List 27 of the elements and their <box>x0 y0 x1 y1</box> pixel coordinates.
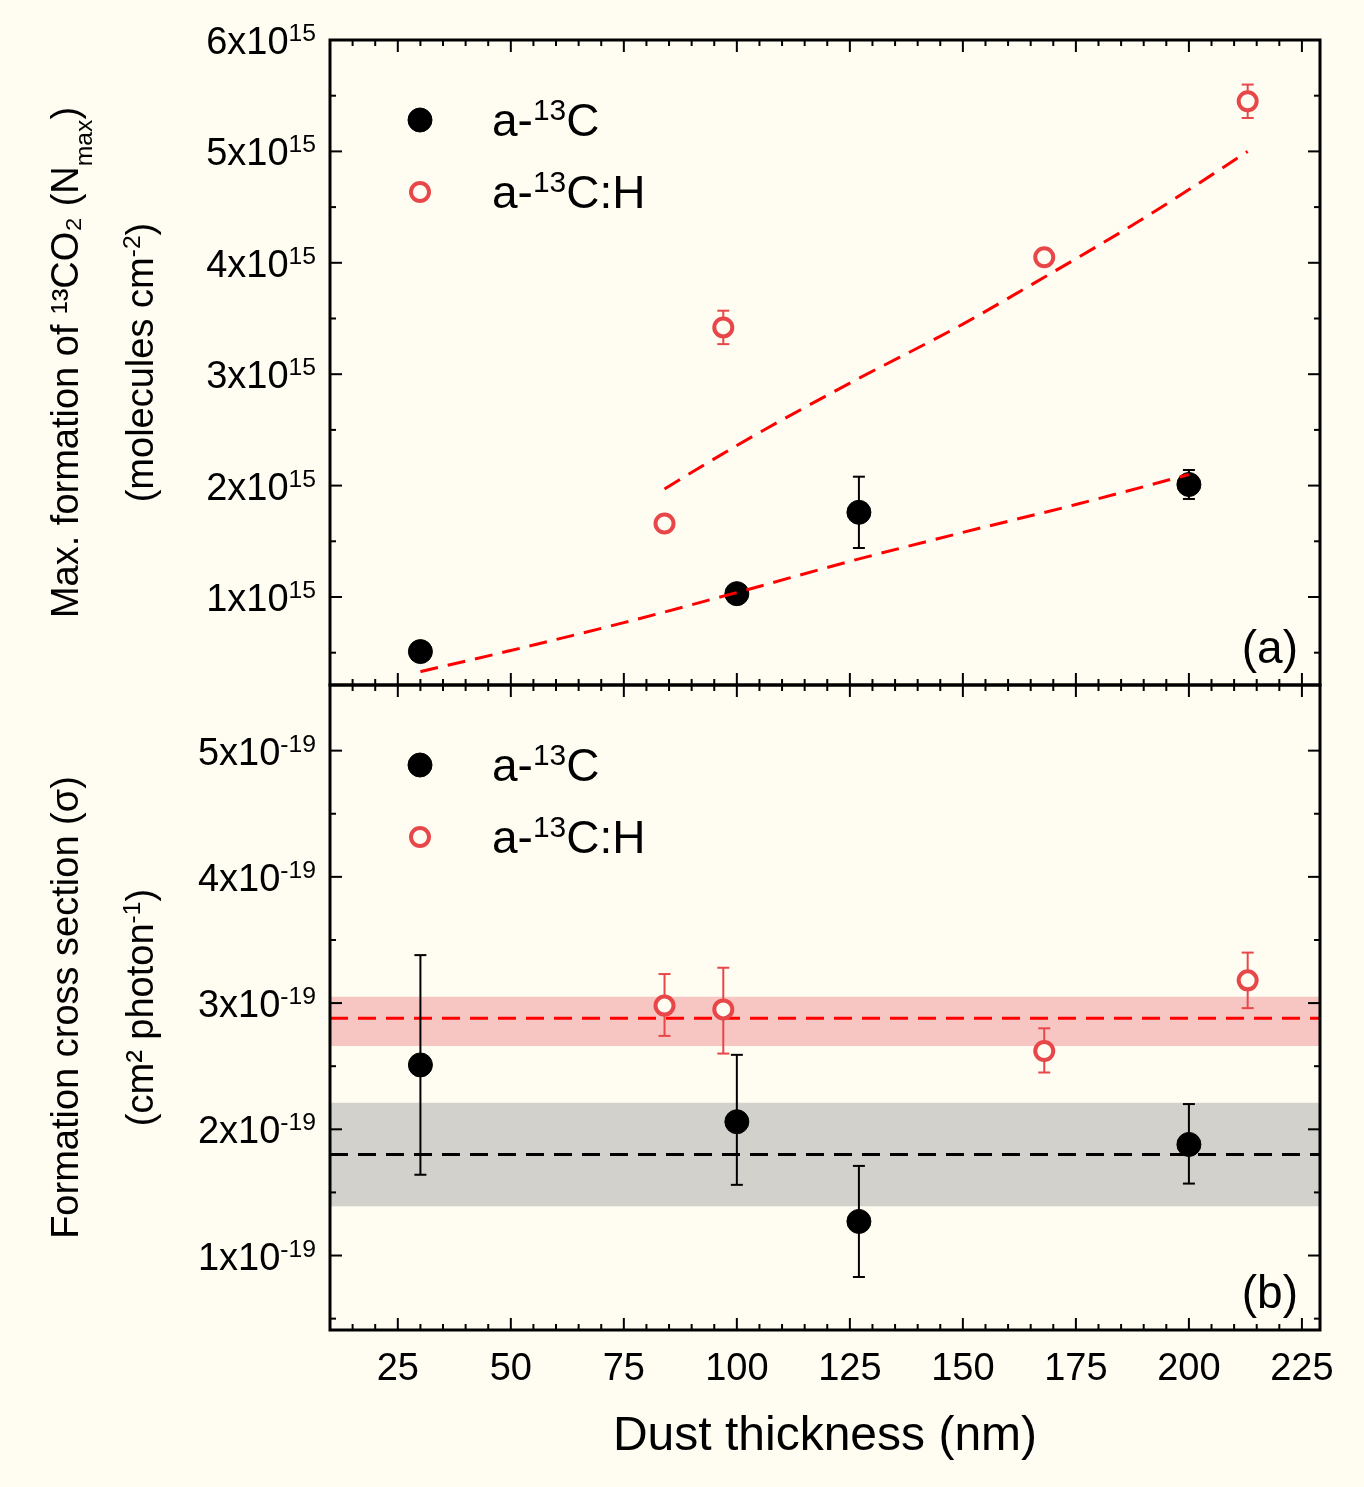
x-tick-label: 100 <box>705 1346 769 1388</box>
legend-label: a-$^{13}$C <box>492 737 600 791</box>
x-tick-label: 175 <box>1044 1346 1108 1388</box>
x-tick-label: 150 <box>931 1346 995 1388</box>
y-tick-label: 2x10$^{15}$ <box>206 464 316 508</box>
x-tick-label: 50 <box>489 1346 532 1388</box>
y-tick-label: 5x10$^{-19}$ <box>197 729 316 773</box>
y-tick-label: 1x10$^{15}$ <box>206 575 316 619</box>
legend-label: a-$^{13}$C:H <box>492 164 646 218</box>
y-tick-label: 6x10$^{15}$ <box>206 18 316 62</box>
x-tick-label: 225 <box>1270 1346 1334 1388</box>
annotation: (a) <box>1241 621 1298 673</box>
x-tick-label: 125 <box>818 1346 882 1388</box>
legend-label: a-$^{13}$C:H <box>492 809 646 863</box>
x-axis-title: Dust thickness (nm) <box>612 1407 1038 1460</box>
x-tick-label: 75 <box>602 1346 645 1388</box>
y-tick-label: 4x10$^{15}$ <box>206 241 316 285</box>
legend-label: a-$^{13}$C <box>492 92 600 146</box>
y-tick-label: 2x10$^{-19}$ <box>197 1107 316 1152</box>
x-tick-label: 200 <box>1157 1346 1221 1388</box>
y-tick-label: 5x10$^{15}$ <box>206 129 316 174</box>
y-tick-label: 4x10$^{-19}$ <box>197 855 316 899</box>
y-tick-label: 3x10$^{15}$ <box>206 352 316 397</box>
annotation: (b) <box>1241 1266 1298 1318</box>
x-tick-label: 25 <box>376 1346 419 1388</box>
y-tick-label: 1x10$^{-19}$ <box>197 1234 316 1278</box>
y-tick-label: 3x10$^{-19}$ <box>197 981 316 1026</box>
